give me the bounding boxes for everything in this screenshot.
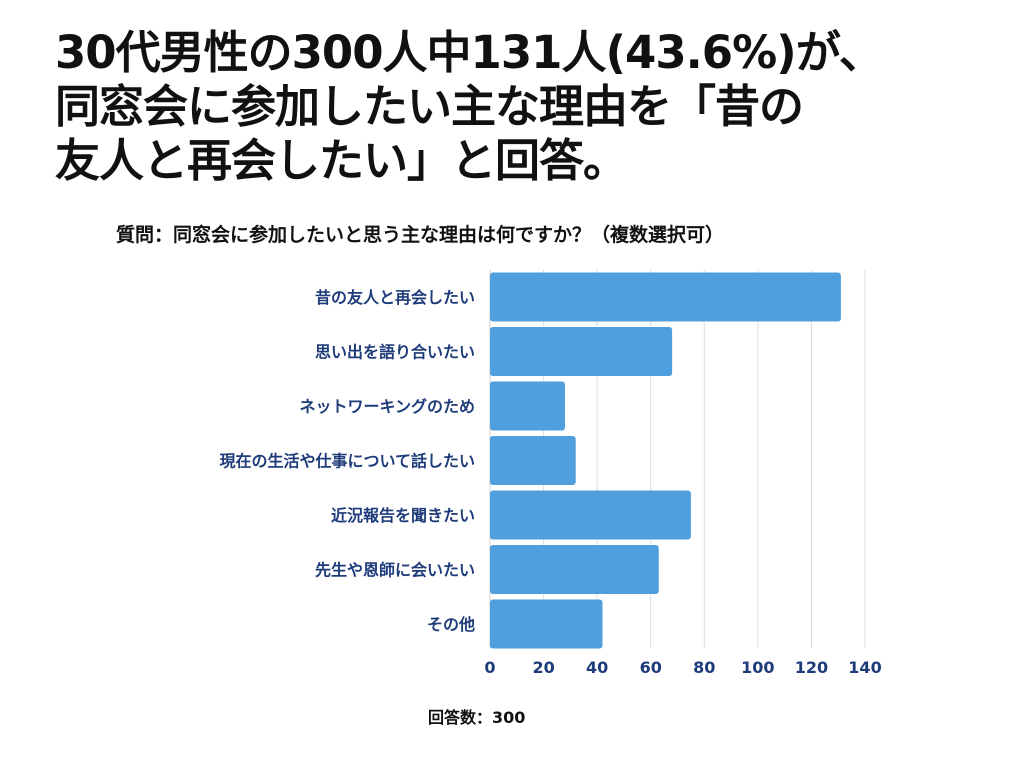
headline-line-3: 友人と再会したい」と回答。	[55, 134, 628, 187]
bar	[490, 599, 603, 649]
x-tick-label: 140	[848, 658, 881, 677]
response-count: 回答数：300	[428, 708, 526, 727]
x-tick-label: 20	[532, 658, 554, 677]
category-label: 近況報告を聞きたい	[331, 506, 475, 525]
bar	[490, 490, 691, 540]
bar	[490, 381, 565, 431]
headline: 30代男性の300人中131人(43.6%)が、 同窓会に参加したい主な理由を「…	[55, 26, 995, 188]
bar	[490, 545, 659, 594]
bars	[490, 272, 841, 649]
category-label: 昔の友人と再会したい	[315, 288, 475, 307]
bar	[490, 327, 673, 376]
bar	[490, 436, 576, 485]
category-labels: 昔の友人と再会したい思い出を語り合いたいネットワーキングのため現在の生活や仕事に…	[219, 288, 475, 634]
headline-line-1: 30代男性の300人中131人(43.6%)が、	[55, 26, 884, 79]
x-tick-label: 0	[484, 658, 495, 677]
bar	[490, 272, 841, 322]
x-tick-label: 100	[741, 658, 774, 677]
x-tick-label: 80	[693, 658, 715, 677]
x-tick-label: 120	[795, 658, 828, 677]
chart-title: 質問：同窓会に参加したいと思う主な理由は何ですか？（複数選択可）	[116, 224, 725, 246]
x-tick-label: 40	[586, 658, 608, 677]
headline-line-2: 同窓会に参加したい主な理由を「昔の	[55, 80, 804, 133]
category-label: その他	[427, 615, 475, 634]
category-label: 思い出を語り合いたい	[315, 343, 475, 362]
x-tick-label: 60	[640, 658, 662, 677]
category-label: ネットワーキングのため	[299, 397, 475, 416]
category-label: 先生や恩師に会いたい	[315, 561, 475, 580]
x-tick-labels: 0 20 40 60 80 100 120 140	[484, 658, 881, 677]
category-label: 現在の生活や仕事について話したい	[219, 452, 475, 471]
